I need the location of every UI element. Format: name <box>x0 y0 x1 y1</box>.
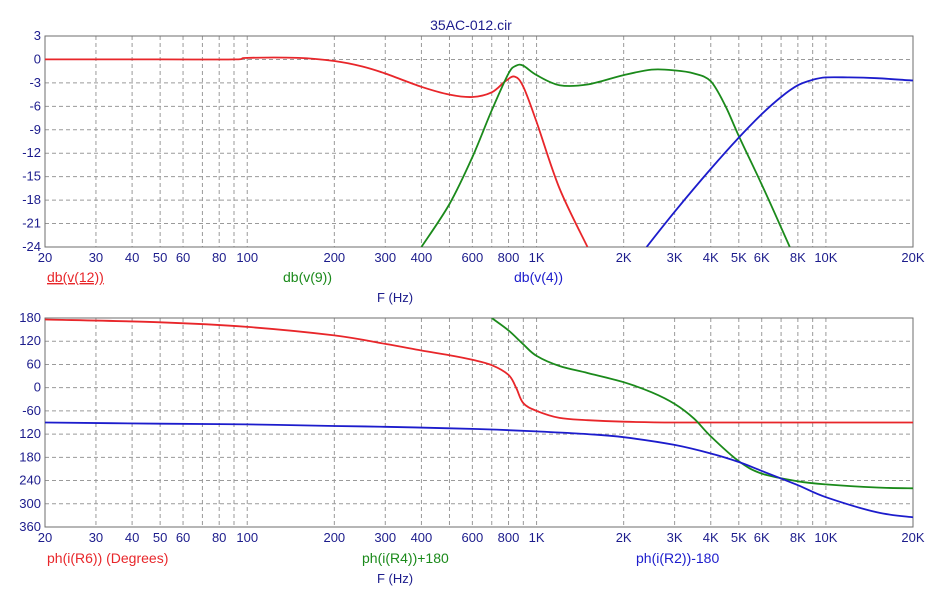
x-tick-label: 200 <box>323 250 345 265</box>
y-tick-label: 180 <box>19 449 41 464</box>
x-tick-label: 40 <box>125 250 139 265</box>
series-line-1 <box>45 318 913 424</box>
y-tick-label: -24 <box>22 239 41 254</box>
x-tick-label: 20K <box>901 530 924 545</box>
series-line-3 <box>45 421 913 519</box>
x-tick-label: 10K <box>814 250 837 265</box>
x-tick-label: 400 <box>411 250 433 265</box>
x-tick-label: 800 <box>498 250 520 265</box>
x-tick-label: 400 <box>411 530 433 545</box>
x-tick-label: 100 <box>236 530 258 545</box>
x-tick-label: 6K <box>754 530 770 545</box>
x-tick-label: 8K <box>790 250 806 265</box>
plot-frame <box>44 35 914 248</box>
x-tick-label: 50 <box>153 530 167 545</box>
series-line-1 <box>45 56 589 247</box>
legend-entry-3: db(v(4)) <box>514 269 563 285</box>
x-tick-label: 600 <box>462 530 484 545</box>
series-line-2 <box>420 63 791 247</box>
legend-entry-1: ph(i(R6)) (Degrees) <box>47 550 168 566</box>
y-tick-label: 0 <box>34 380 41 395</box>
x-tick-label: 2K <box>616 250 632 265</box>
chart-title: 35AC-012.cir <box>430 17 512 33</box>
x-tick-label: 60 <box>176 530 190 545</box>
x-tick-label: 20K <box>901 250 924 265</box>
y-tick-label: -15 <box>22 169 41 184</box>
y-tick-label: -9 <box>29 122 41 137</box>
x-tick-label: 5K <box>731 530 747 545</box>
x-tick-label: 3K <box>667 530 683 545</box>
x-tick-label: 40 <box>125 530 139 545</box>
y-tick-label: -6 <box>29 98 41 113</box>
x-tick-label: 30 <box>89 530 103 545</box>
x-tick-label: 100 <box>236 250 258 265</box>
y-tick-label: -60 <box>22 403 41 418</box>
y-tick-label: 180 <box>19 310 41 325</box>
y-tick-label: -21 <box>22 216 41 231</box>
legend-entry-3: ph(i(R2))-180 <box>636 550 719 566</box>
legend-entry-1: db(v(12)) <box>47 269 104 285</box>
x-tick-label: 80 <box>212 250 226 265</box>
y-tick-label: 0 <box>34 51 41 66</box>
y-tick-label: -18 <box>22 192 41 207</box>
series-line-2 <box>491 318 913 490</box>
x-tick-label: 6K <box>754 250 770 265</box>
y-tick-label: 300 <box>19 496 41 511</box>
x-tick-label: 600 <box>462 250 484 265</box>
y-tick-label: 120 <box>19 426 41 441</box>
x-tick-label: 1K <box>529 250 545 265</box>
legend-entry-2: ph(i(R4))+180 <box>362 550 449 566</box>
x-tick-label: 20 <box>38 250 52 265</box>
x-tick-label: 300 <box>374 250 396 265</box>
x-axis-label: F (Hz) <box>377 290 413 305</box>
x-tick-label: 4K <box>703 530 719 545</box>
x-tick-label: 200 <box>323 530 345 545</box>
x-tick-label: 10K <box>814 530 837 545</box>
x-tick-label: 4K <box>703 250 719 265</box>
y-tick-label: -12 <box>22 145 41 160</box>
x-tick-label: 300 <box>374 530 396 545</box>
x-tick-label: 50 <box>153 250 167 265</box>
x-tick-label: 2K <box>616 530 632 545</box>
series-line-3 <box>645 76 913 247</box>
x-tick-label: 20 <box>38 530 52 545</box>
y-tick-label: 360 <box>19 519 41 534</box>
x-tick-label: 800 <box>498 530 520 545</box>
x-tick-label: 80 <box>212 530 226 545</box>
x-tick-label: 60 <box>176 250 190 265</box>
y-tick-label: 240 <box>19 473 41 488</box>
x-tick-label: 8K <box>790 530 806 545</box>
x-tick-label: 5K <box>731 250 747 265</box>
x-tick-label: 3K <box>667 250 683 265</box>
y-tick-label: 120 <box>19 333 41 348</box>
x-tick-label: 1K <box>529 530 545 545</box>
legend-entry-2: db(v(9)) <box>283 269 332 285</box>
y-tick-label: 60 <box>27 356 41 371</box>
x-tick-label: 30 <box>89 250 103 265</box>
y-tick-label: -3 <box>29 75 41 90</box>
y-tick-label: 3 <box>34 28 41 43</box>
x-axis-label: F (Hz) <box>377 571 413 586</box>
